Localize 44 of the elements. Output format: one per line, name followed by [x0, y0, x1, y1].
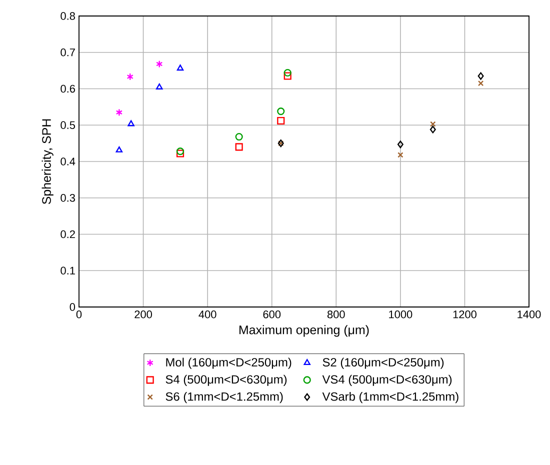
legend-label: Mol (160μm<D<250μm): [166, 358, 292, 369]
y-tick-label: 0: [70, 303, 76, 311]
point: [235, 132, 243, 141]
point: [126, 72, 134, 81]
x-tick-label: 200: [134, 310, 152, 318]
point: [430, 126, 436, 134]
y-axis-title: Sphericity, SPH: [42, 119, 54, 204]
point: [116, 146, 123, 152]
x-tick-label: 1400: [518, 310, 541, 318]
x-tick-label: 400: [198, 310, 216, 318]
y-tick-label: 0.2: [60, 230, 75, 238]
point: [430, 121, 436, 127]
point: [397, 140, 404, 148]
y-tick-label: 0.4: [60, 158, 76, 166]
x-tick-label: 1000: [389, 310, 412, 318]
x-tick-label: 1200: [453, 310, 476, 318]
x-tick-label: 0: [76, 310, 82, 318]
x-tick-label: 600: [263, 310, 281, 318]
point: [398, 152, 404, 158]
point: [156, 60, 163, 68]
point: [277, 108, 285, 116]
x-axis-title: Maximum opening (μm): [239, 325, 369, 337]
y-tick-label: 0.3: [60, 194, 75, 202]
legend-label: VS4 (500μm<D<630μm): [322, 374, 452, 386]
point: [284, 68, 292, 77]
point: [128, 120, 134, 126]
point: [235, 143, 243, 151]
legend-label: S2 (160μm<D<250μm): [322, 358, 444, 369]
point: [176, 64, 184, 71]
y-tick-label: 0.1: [60, 266, 75, 275]
point: [478, 72, 484, 80]
y-tick-label: 0.7: [60, 48, 75, 56]
point: [277, 116, 285, 125]
legend-label: VSarb (1mm<D<1.25mm): [322, 392, 458, 404]
legend-label: S6 (1mm<D<1.25mm): [166, 392, 283, 404]
y-tick-label: 0.5: [60, 121, 76, 130]
legend-label: S4 (500μm<D<630μm): [166, 374, 287, 386]
point: [478, 80, 484, 86]
point: [156, 84, 163, 90]
y-tick-label: 0.6: [60, 84, 75, 93]
x-tick-label: 800: [327, 310, 345, 318]
y-tick-label: 0.8: [60, 12, 75, 20]
point: [284, 72, 292, 80]
point: [116, 108, 123, 116]
